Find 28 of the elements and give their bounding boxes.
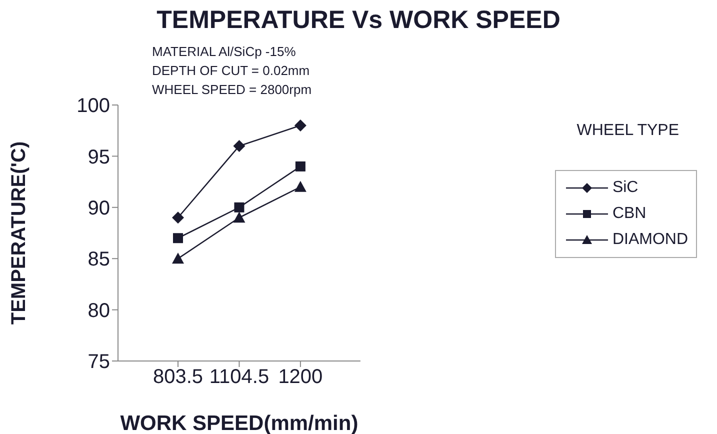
point [294,119,306,132]
point [294,180,306,192]
x-tick-label: 1104.5 [209,366,270,388]
y-axis-title: TEMPERATURE('C) [8,141,30,325]
y-tick-label: 85 [88,248,110,271]
y-tick-label: 100 [76,95,110,118]
y-tick-label: 95 [88,146,110,168]
y-tick-label: 90 [88,198,110,220]
text: WHEEL SPEED = 2800rpm [152,82,312,97]
x-axis-title: WORK SPEED(mm/min) [120,412,358,434]
y-tick-label: 75 [88,351,110,374]
point [295,161,306,172]
point [172,212,184,224]
text: DEPTH OF CUT = 0.02mm [152,63,310,78]
point [234,202,244,212]
x-tick-label: 1200 [278,366,323,388]
point [233,140,246,152]
legend-label: CBN [612,205,646,223]
point [233,212,246,223]
text: MATERIAL Al/SiCp -15% [152,44,296,59]
legend-label: DIAMOND [612,231,688,249]
point [172,252,184,264]
x-tick-label: 803.5 [152,366,204,388]
legend-label: SiC [612,179,638,197]
chart-title: TEMPERATURE Vs WORK SPEED [156,6,562,35]
point [173,233,183,244]
y-tick-label: 80 [88,300,110,322]
legend-title: WHEEL TYPE [576,122,679,140]
